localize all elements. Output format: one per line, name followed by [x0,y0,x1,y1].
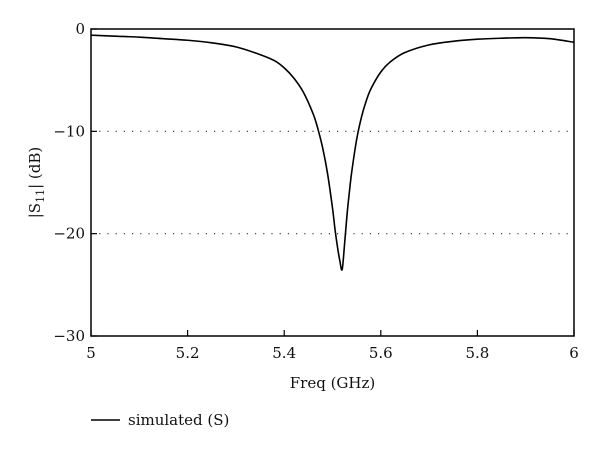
x-tick-label: 5.2 [176,344,200,362]
legend: simulated (S) [91,411,229,429]
y-axis-title-prefix: |S [26,203,44,218]
y-axis-title-subscript: 11 [34,189,47,203]
y-axis-title: |S11| (dB) [26,147,47,219]
legend-label: simulated (S) [128,411,229,429]
y-tick-label: −30 [53,327,85,345]
y-axis-title-suffix: | (dB) [26,147,44,189]
grid-lines [91,130,574,235]
x-axis-title: Freq (GHz) [290,374,376,392]
x-tick-label: 5 [86,344,96,362]
series-layer [90,34,575,271]
x-tick-label: 5.8 [465,344,489,362]
x-tick-label: 5.4 [272,344,296,362]
axis-ticks: 5 5.2 5.4 5.6 5.8 6 0 −10 −20 −30 [53,20,578,362]
x-tick-label: 6 [569,344,579,362]
x-tick-label: 5.6 [369,344,393,362]
y-tick-label: −10 [53,122,85,140]
plot-frame [90,28,575,337]
y-tick-label: 0 [75,20,85,38]
series-line-1 [90,34,575,271]
y-tick-label: −20 [53,225,85,243]
